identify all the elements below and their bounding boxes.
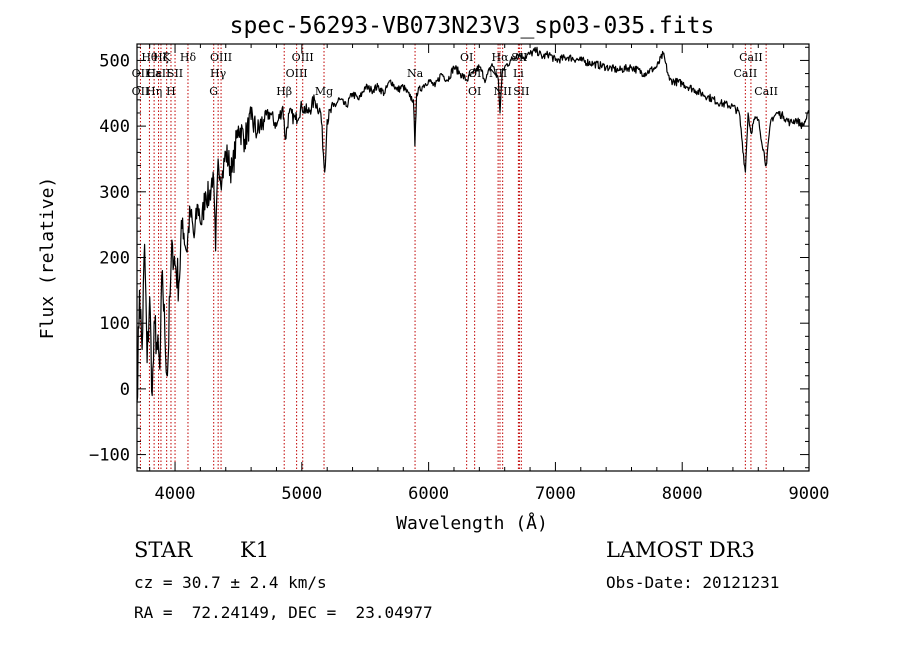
y-axis-label: Flux (relative) <box>37 177 58 340</box>
line-label: OI <box>468 85 481 98</box>
redshift-value: cz = 30.7 ± 2.4 km/s <box>134 573 327 592</box>
x-tick-label: 6000 <box>408 484 449 504</box>
line-label: CaII <box>754 85 778 98</box>
line-label: OIII <box>292 51 314 64</box>
line-label: SII <box>167 67 183 80</box>
object-class: STAR <box>134 538 193 562</box>
plot-frame <box>136 43 810 472</box>
line-label: Hγ <box>210 67 227 80</box>
line-label: SII <box>513 85 529 98</box>
line-label: OIII <box>286 67 308 80</box>
y-tick-label: 200 <box>99 249 130 269</box>
spectrum-series-line <box>136 46 810 403</box>
line-label: Hη <box>146 85 162 98</box>
y-tick-label: 0 <box>120 380 130 400</box>
x-tick-label: 9000 <box>789 484 830 504</box>
chart-title: spec-56293-VB073N23V3_sp03-035.fits <box>230 13 715 39</box>
object-subclass: K1 <box>240 538 270 562</box>
line-label: SII <box>511 51 527 64</box>
line-label: G <box>209 85 218 98</box>
line-label: OIII <box>210 51 232 64</box>
line-label: Hδ <box>180 51 197 64</box>
line-label: Hβ <box>276 85 292 98</box>
y-tick-label: 500 <box>99 51 130 71</box>
line-label: Na <box>407 67 424 80</box>
x-tick-label: 8000 <box>662 484 703 504</box>
x-axis-label: Wavelength (Å) <box>396 512 548 534</box>
y-tick-label: 300 <box>99 183 130 203</box>
y-tick-label: 400 <box>99 117 130 137</box>
x-axis-ticks: 4000 5000 6000 7000 8000 9000 <box>149 44 830 504</box>
line-label: Hε <box>146 67 162 80</box>
x-tick-label: 4000 <box>155 484 196 504</box>
survey-name: LAMOST DR3 <box>606 538 755 562</box>
y-tick-label: 100 <box>99 314 130 334</box>
line-label: CaII <box>147 67 171 80</box>
line-label: CaII <box>739 51 763 64</box>
line-label: Li <box>513 67 524 80</box>
line-label: Mg <box>315 85 333 98</box>
line-label: H <box>166 85 176 98</box>
line-label: OII <box>132 85 150 98</box>
observation-date: Obs-Date: 20121231 <box>606 573 780 592</box>
line-label: K <box>163 51 172 64</box>
y-axis-ticks: −100 0 100 200 300 400 500 <box>89 46 809 469</box>
x-tick-label: 5000 <box>281 484 322 504</box>
line-label: CaII <box>734 67 758 80</box>
emission-line-markers <box>139 44 767 471</box>
line-label: Hζ <box>153 51 169 64</box>
y-tick-label: −100 <box>89 446 130 466</box>
x-tick-label: 7000 <box>535 484 576 504</box>
line-label: NII <box>494 85 512 98</box>
line-label: Hα <box>491 51 509 64</box>
coordinates: RA = 72.24149, DEC = 23.04977 <box>134 603 433 622</box>
line-label: OI <box>460 51 473 64</box>
